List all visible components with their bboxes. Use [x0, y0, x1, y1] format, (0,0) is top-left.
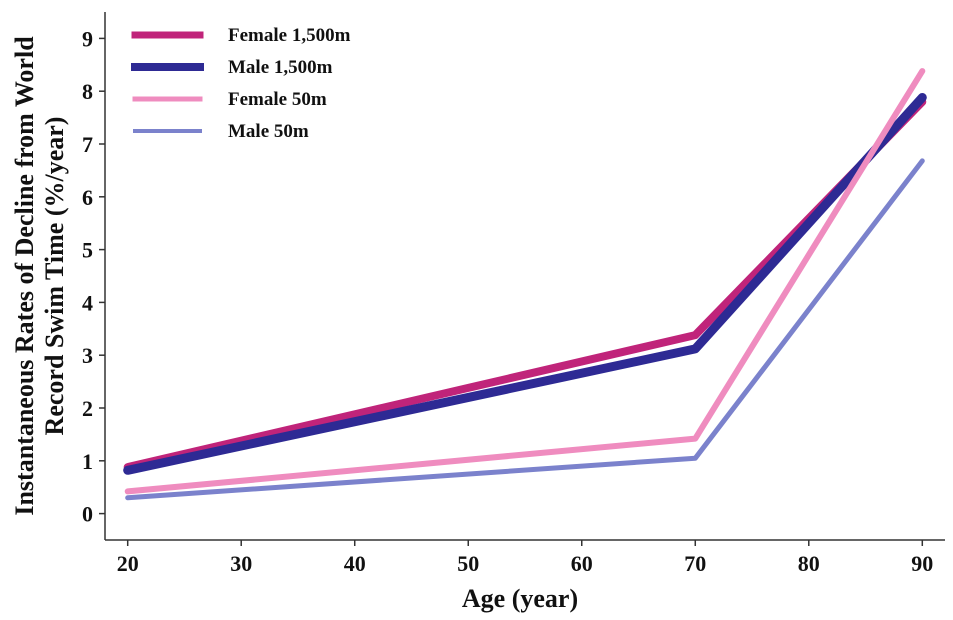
legend-item: Male 50m	[133, 121, 309, 142]
x-tick-label: 40	[344, 551, 366, 576]
y-tick-label: 6	[82, 185, 93, 210]
series-line-male-50m	[125, 158, 925, 501]
series-line-male-1-500m	[123, 93, 927, 475]
x-axis-title: Age (year)	[462, 584, 578, 613]
axes	[104, 12, 945, 541]
legend-item: Male 1,500m	[131, 57, 333, 78]
legend-label: Male 1,500m	[228, 57, 333, 78]
legend-item: Female 50m	[132, 89, 327, 110]
y-ticks: 0 1 2 3 4 5 6 7 8 9	[82, 26, 105, 527]
y-axis-title-line-2: Record Swim Time (%/year)	[40, 117, 69, 436]
x-tick-label: 70	[684, 551, 706, 576]
y-axis-title-line-1: Instantaneous Rates of Decline from Worl…	[10, 36, 39, 516]
y-tick-label: 8	[82, 79, 93, 104]
y-axis-title: Instantaneous Rates of Decline from Worl…	[10, 36, 69, 516]
series-lines	[123, 68, 927, 501]
series-line-female-1-500m	[123, 97, 927, 472]
x-tick-label: 60	[571, 551, 593, 576]
legend-label: Male 50m	[228, 121, 309, 142]
y-tick-label: 1	[82, 449, 93, 474]
x-ticks: 20 30 40 50 60 70 80 90	[117, 540, 933, 576]
x-tick-label: 20	[117, 551, 139, 576]
x-tick-label: 50	[457, 551, 479, 576]
y-tick-label: 9	[82, 26, 93, 51]
x-tick-label: 30	[230, 551, 252, 576]
x-tick-label: 90	[911, 551, 933, 576]
legend-item: Female 1,500m	[131, 25, 351, 46]
y-tick-label: 7	[82, 132, 93, 157]
y-tick-label: 2	[82, 396, 93, 421]
legend: Female 1,500m Male 1,500m Female 50m Male 5…	[131, 25, 351, 142]
series-line-female-50m	[124, 68, 926, 495]
y-tick-label: 0	[82, 502, 93, 527]
y-tick-label: 5	[82, 238, 93, 263]
x-tick-label: 80	[798, 551, 820, 576]
legend-label: Female 1,500m	[228, 25, 351, 46]
legend-label: Female 50m	[228, 89, 327, 110]
y-tick-label: 3	[82, 343, 93, 368]
y-tick-label: 4	[82, 290, 93, 315]
